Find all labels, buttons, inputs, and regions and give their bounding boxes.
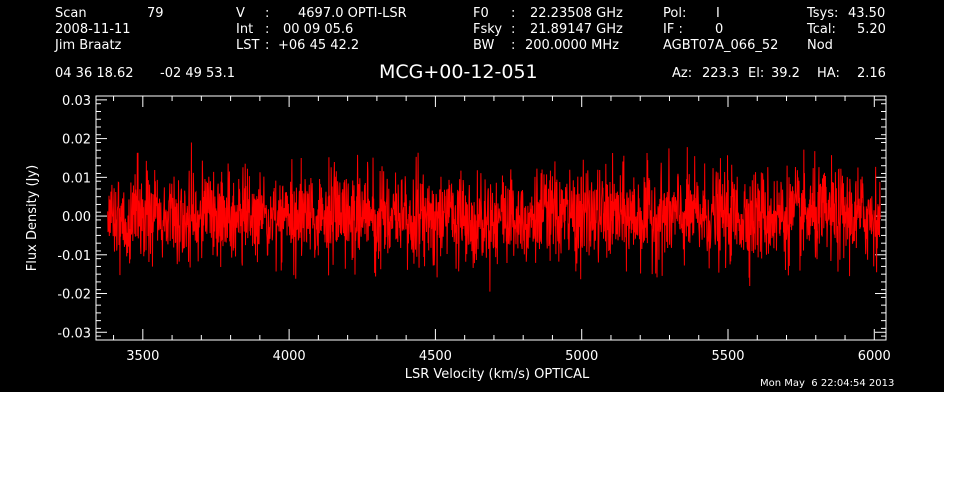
polarization-label: Pol: <box>663 6 687 21</box>
spectrum-trace <box>107 142 881 292</box>
f0-sep: : <box>511 6 516 21</box>
x-tick-label: 6000 <box>858 349 891 364</box>
x-tick-label: 5500 <box>711 349 744 364</box>
y-tick-label: 0.01 <box>62 171 91 186</box>
spectrum-chart: 3500 4000 4500 5000 5500 6000 -0.03 -0.02 -0.01… <box>25 94 891 382</box>
x-tick-labels: 3500 4000 4500 5000 5500 6000 <box>126 349 891 364</box>
elevation-value: 39.2 <box>771 66 800 81</box>
right-ascension: 04 36 18.62 <box>55 66 134 81</box>
if-label: IF : <box>663 22 683 37</box>
bandwidth-label: BW <box>473 38 495 53</box>
y-tick-label: 0.00 <box>62 210 91 225</box>
lst-value: +06 45 42.2 <box>278 38 360 53</box>
tsys-value: 43.50 <box>848 6 886 21</box>
elevation-label: El: <box>748 66 765 81</box>
azimuth-value: 223.3 <box>702 66 740 81</box>
x-tick-label: 3500 <box>126 349 159 364</box>
lst-sep: : <box>265 38 270 53</box>
tcal-value: 5.20 <box>857 22 886 37</box>
hour-angle-value: 2.16 <box>857 66 886 81</box>
project-id: AGBT07A_066_52 <box>663 38 779 53</box>
integration-label: Int <box>236 22 254 37</box>
plot-frame <box>95 95 887 341</box>
y-axis-label: Flux Density (Jy) <box>25 165 40 271</box>
y-tick-label: -0.01 <box>57 249 91 264</box>
f0-value: 22.23508 GHz <box>530 6 623 21</box>
if-value: 0 <box>715 22 724 37</box>
chart-title: MCG+00-12-051 <box>379 61 538 83</box>
velocity-label: V <box>236 6 245 21</box>
fsky-label: Fsky <box>473 22 503 37</box>
y-tick-label: -0.02 <box>57 288 91 303</box>
bandwidth-value: 200.0000 MHz <box>525 38 619 53</box>
scan-label: Scan <box>55 6 87 21</box>
f0-label: F0 <box>473 6 489 21</box>
plot-panel: Scan 79 2008-11-11 Jim Braatz V : 4697.0… <box>0 0 944 392</box>
bandwidth-sep: : <box>511 38 516 53</box>
y-tick-label: -0.03 <box>57 326 91 341</box>
declination: -02 49 53.1 <box>160 66 235 81</box>
hour-angle-label: HA: <box>817 66 840 81</box>
scan-number: 79 <box>147 6 164 21</box>
polarization-value: I <box>716 6 720 21</box>
observation-date: 2008-11-11 <box>55 22 131 37</box>
y-tick-label: 0.02 <box>62 133 91 148</box>
axis-ticks <box>96 95 886 340</box>
x-tick-label: 5000 <box>565 349 598 364</box>
integration-sep: : <box>265 22 270 37</box>
velocity-value: 4697.0 OPTI-LSR <box>298 6 407 21</box>
fsky-sep: : <box>511 22 516 37</box>
azimuth-label: Az: <box>672 66 693 81</box>
y-tick-labels: -0.03 -0.02 -0.01 0.00 0.01 0.02 0.03 <box>57 94 91 341</box>
integration-value: 00 09 05.6 <box>283 22 354 37</box>
velocity-sep: : <box>265 6 270 21</box>
tcal-label: Tcal: <box>807 22 836 37</box>
timestamp: Mon May 6 22:04:54 2013 <box>760 378 895 389</box>
x-tick-label: 4500 <box>419 349 452 364</box>
spectrum-series-line <box>107 142 881 292</box>
fsky-value: 21.89147 GHz <box>530 22 623 37</box>
tsys-label: Tsys: <box>807 6 839 21</box>
lst-label: LST <box>236 38 260 53</box>
y-tick-label: 0.03 <box>62 94 91 109</box>
x-axis-label: LSR Velocity (km/s) OPTICAL <box>405 367 590 382</box>
x-tick-label: 4000 <box>273 349 306 364</box>
observer-name: Jim Braatz <box>55 38 122 53</box>
procedure-name: Nod <box>807 38 833 53</box>
